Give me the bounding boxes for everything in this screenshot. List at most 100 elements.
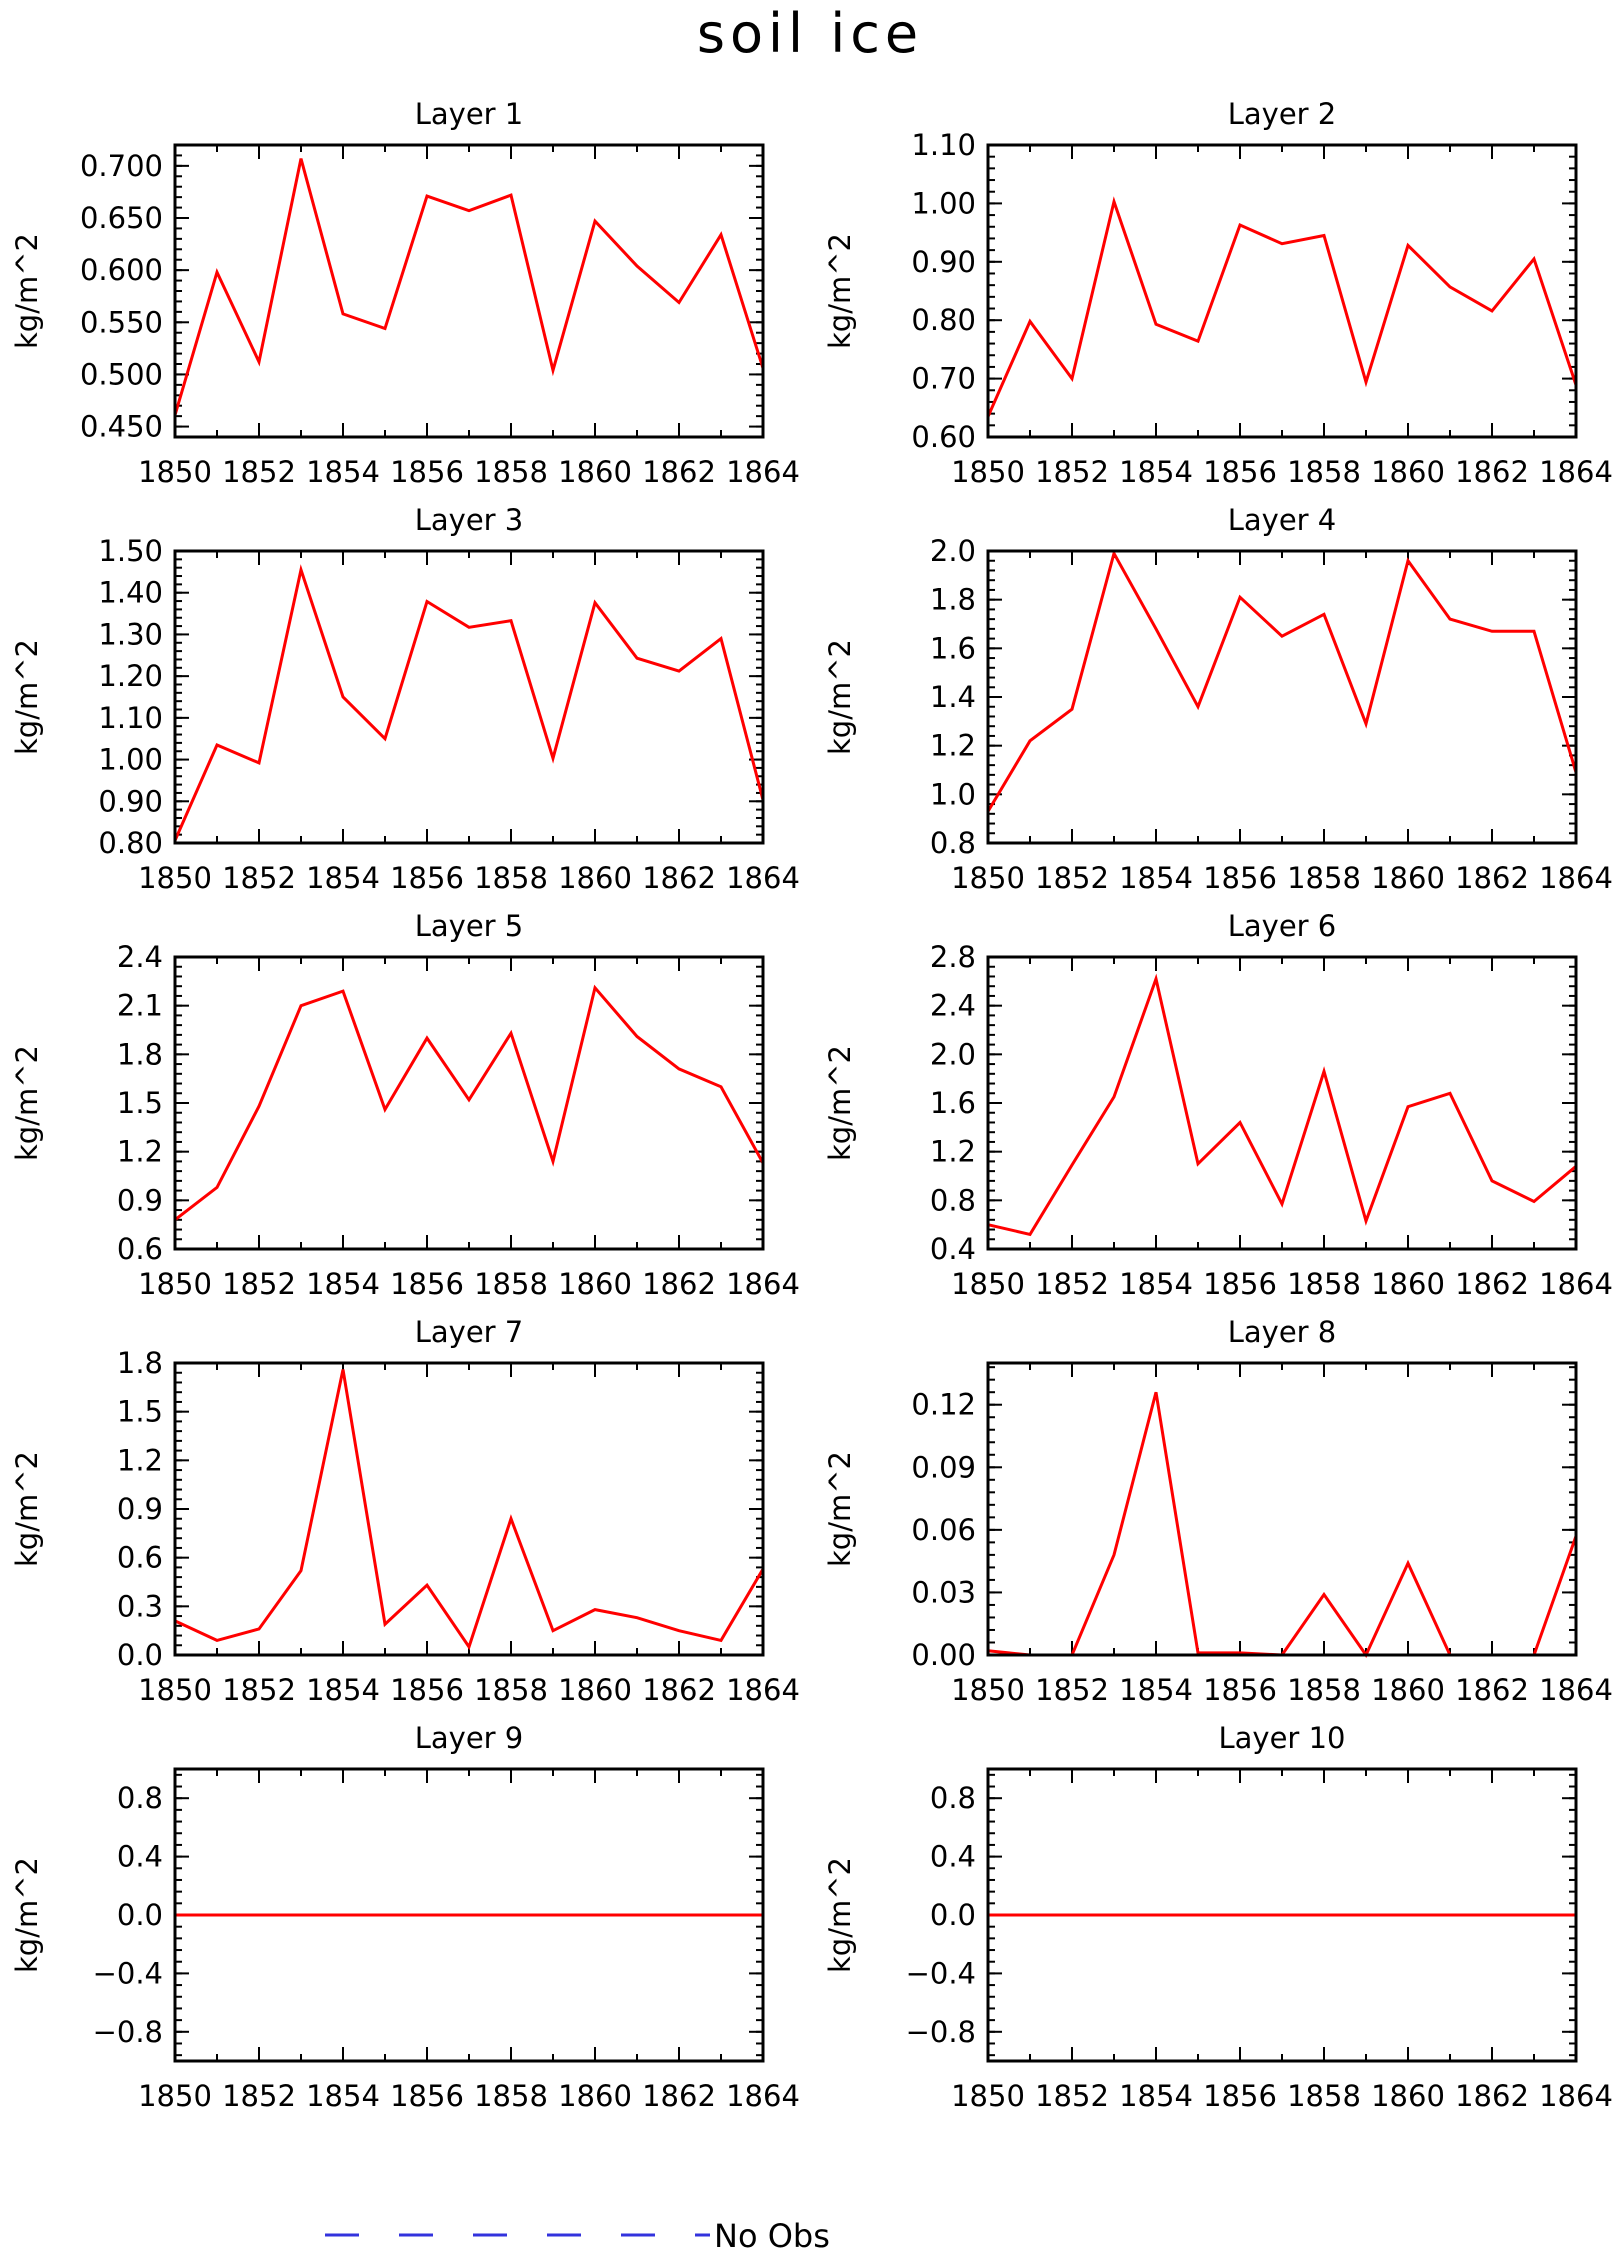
x-tick-label: 1856 [1203, 1673, 1277, 1707]
data-point [341, 695, 345, 699]
data-point [635, 1913, 639, 1917]
x-tick-label: 1860 [1371, 455, 1445, 489]
x-tick-label: 1856 [1203, 455, 1277, 489]
y-axis-label: kg/m^2 [10, 1451, 44, 1567]
data-point [257, 761, 261, 765]
data-point [509, 193, 513, 197]
data-point [425, 1583, 429, 1587]
x-tick-label: 1856 [390, 861, 464, 895]
panel-layer-5: Layer 5 kg/m^2 0.6 0.9 1.2 1.5 1.8 2.1 2.4 1850 18… [10, 909, 800, 1301]
y-tick-label: 0.650 [80, 201, 163, 235]
data-point [1280, 1202, 1284, 1206]
x-tick-label: 1862 [1455, 455, 1529, 489]
data-point [509, 1031, 513, 1035]
data-point [677, 1067, 681, 1071]
y-tick-label: 1.2 [117, 1443, 163, 1477]
y-tick-label: 2.1 [117, 989, 163, 1023]
x-tick-label: 1858 [1287, 455, 1361, 489]
data-point [1280, 634, 1284, 638]
y-tick-label: 0.12 [911, 1388, 976, 1422]
data-point [383, 737, 387, 741]
data-point [1238, 1120, 1242, 1124]
x-tick-label: 1860 [1371, 1673, 1445, 1707]
data-point [551, 1159, 555, 1163]
y-tick-label: 0.0 [930, 1898, 976, 1932]
y-tick-label: 0.80 [98, 826, 163, 860]
data-point [257, 1627, 261, 1631]
data-point [1364, 1913, 1368, 1917]
data-point [1322, 1069, 1326, 1073]
y-tick-label: 0.9 [117, 1492, 163, 1526]
x-tick-label: 1862 [1455, 1267, 1529, 1301]
x-tick-label: 1860 [1371, 861, 1445, 895]
x-tick-label: 1850 [951, 1673, 1025, 1707]
data-point [551, 1629, 555, 1633]
data-point [1280, 1913, 1284, 1917]
x-tick-label: 1854 [1119, 455, 1193, 489]
y-tick-label: 0.700 [80, 149, 163, 183]
panel-layer-6: Layer 6 kg/m^2 0.4 0.8 1.2 1.6 2.0 2.4 2.8 1850 18… [823, 909, 1613, 1301]
x-tick-label: 1856 [390, 455, 464, 489]
data-point [383, 1622, 387, 1626]
data-point [1112, 1553, 1116, 1557]
data-point [467, 1913, 471, 1917]
data-point [1238, 223, 1242, 227]
data-point [299, 1913, 303, 1917]
data-point [1154, 627, 1158, 631]
data-point [1322, 612, 1326, 616]
y-tick-label: 0.3 [117, 1589, 163, 1623]
data-point [719, 1913, 723, 1917]
data-point [509, 1913, 513, 1917]
plot-frame [173, 1361, 765, 1657]
y-tick-label: 0.06 [911, 1513, 976, 1547]
data-point [467, 1645, 471, 1649]
data-point [1112, 1913, 1116, 1917]
y-tick-label: 1.10 [911, 128, 976, 162]
x-tick-label: 1850 [138, 1267, 212, 1301]
data-point [341, 989, 345, 993]
x-tick-label: 1860 [558, 455, 632, 489]
y-tick-label: 1.50 [98, 534, 163, 568]
y-tick-label: 1.20 [98, 659, 163, 693]
y-tick-label: 1.2 [930, 729, 976, 763]
y-axis-label: kg/m^2 [823, 1045, 857, 1161]
data-point [1154, 1913, 1158, 1917]
data-point [551, 368, 555, 372]
plot-frame [986, 1767, 1578, 2063]
data-point [677, 1913, 681, 1917]
y-tick-label: 0.80 [911, 303, 976, 337]
y-axis-label: kg/m^2 [10, 1857, 44, 1973]
series-line [174, 1369, 765, 1651]
data-point [299, 1004, 303, 1008]
y-tick-label: 1.2 [117, 1135, 163, 1169]
series-line [173, 564, 765, 842]
x-tick-label: 1860 [1371, 1267, 1445, 1301]
data-point [299, 157, 303, 161]
y-axis-label: kg/m^2 [823, 233, 857, 349]
x-tick-label: 1862 [642, 861, 716, 895]
x-tick-label: 1864 [726, 1673, 800, 1707]
panel-layer-1: Layer 1 kg/m^2 0.450 0.500 0.550 0.600 0.650 0.… [10, 97, 800, 489]
x-tick-label: 1850 [951, 2079, 1025, 2113]
y-tick-label: 0.6 [117, 1541, 163, 1575]
series-line [986, 196, 1578, 418]
y-tick-label: 0.500 [80, 357, 163, 391]
y-tick-label: −0.8 [93, 2015, 163, 2049]
data-point [1154, 1390, 1158, 1394]
plot-frame [173, 955, 765, 1251]
x-tick-label: 1852 [1035, 1267, 1109, 1301]
y-axis-label: kg/m^2 [823, 639, 857, 755]
data-point [1070, 377, 1074, 381]
x-tick-label: 1860 [1371, 2079, 1445, 2113]
y-tick-label: 0.4 [117, 1840, 163, 1874]
data-point [341, 1913, 345, 1917]
x-tick-label: 1850 [951, 861, 1025, 895]
x-tick-label: 1862 [1455, 1673, 1529, 1707]
x-tick-label: 1852 [222, 1267, 296, 1301]
y-axis-label: kg/m^2 [10, 639, 44, 755]
panels: Layer 1 kg/m^2 0.450 0.500 0.550 0.600 0.650 0.… [10, 97, 1613, 2113]
data-point [1448, 285, 1452, 289]
data-point [1406, 1913, 1410, 1917]
x-tick-label: 1856 [1203, 1267, 1277, 1301]
plot-frame [986, 549, 1578, 845]
